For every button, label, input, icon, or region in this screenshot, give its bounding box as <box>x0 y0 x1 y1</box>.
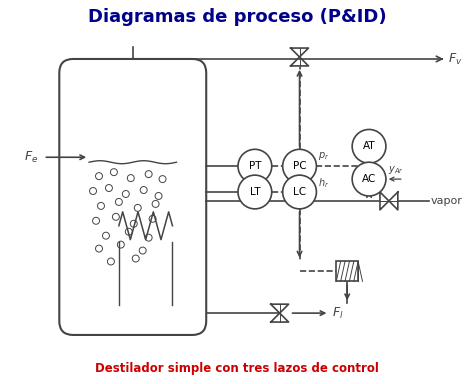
Text: LC: LC <box>293 187 306 197</box>
Circle shape <box>352 129 386 163</box>
Circle shape <box>238 175 272 209</box>
Text: vapor: vapor <box>430 196 463 206</box>
Circle shape <box>352 162 386 196</box>
Circle shape <box>283 149 317 183</box>
Circle shape <box>238 149 272 183</box>
Text: LT: LT <box>249 187 260 197</box>
Text: $h_r$: $h_r$ <box>319 176 330 190</box>
Text: PT: PT <box>249 161 261 171</box>
Bar <box>336 262 358 281</box>
Text: AT: AT <box>363 141 375 151</box>
Text: AC: AC <box>362 174 376 184</box>
Text: $y_{Ar}$: $y_{Ar}$ <box>388 164 404 176</box>
Text: PC: PC <box>293 161 306 171</box>
Text: $F_v$: $F_v$ <box>448 51 463 66</box>
Text: Destilador simple con tres lazos de control: Destilador simple con tres lazos de cont… <box>95 362 379 375</box>
Text: $p_r$: $p_r$ <box>319 150 330 162</box>
Text: $F_e$: $F_e$ <box>24 150 38 165</box>
Circle shape <box>283 175 317 209</box>
FancyBboxPatch shape <box>59 59 206 335</box>
Text: $F_l$: $F_l$ <box>332 306 344 321</box>
Text: Diagramas de proceso (P&ID): Diagramas de proceso (P&ID) <box>88 8 386 26</box>
